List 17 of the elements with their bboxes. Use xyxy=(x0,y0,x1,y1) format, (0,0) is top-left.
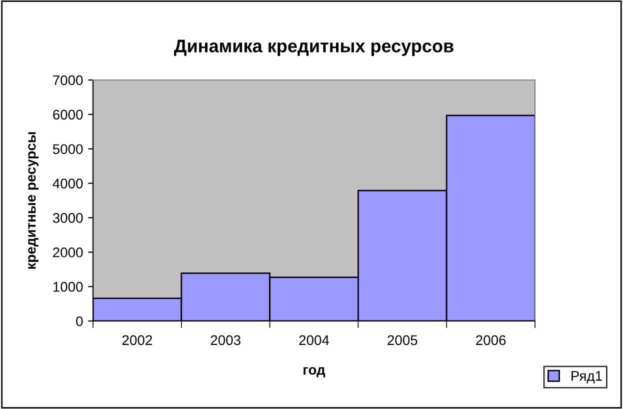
y-tick-label: 2000 xyxy=(53,247,83,258)
x-tick-label: 2005 xyxy=(388,335,418,346)
x-axis-title: год xyxy=(304,367,326,378)
y-tick-label: 3000 xyxy=(52,213,83,223)
y-tick-label: 1000 xyxy=(53,282,83,292)
y-tick-label: 4000 xyxy=(52,178,83,188)
y-tick-label: 7000 xyxy=(53,75,83,86)
chart-title: Динамика кредитных ресурсов xyxy=(174,40,454,56)
x-tick-label: 2003 xyxy=(210,335,240,346)
x-tick-label: 2006 xyxy=(476,335,506,346)
x-tick-label: 2004 xyxy=(299,335,330,346)
y-tick-label: 0 xyxy=(76,316,83,326)
y-tick-label: 5000 xyxy=(52,144,83,154)
x-tick-label: 2002 xyxy=(122,335,152,346)
legend-label: Ряд1 xyxy=(572,371,602,384)
y-axis-title: кредитные ресурсы xyxy=(28,132,38,269)
y-tick-label: 6000 xyxy=(53,110,83,120)
